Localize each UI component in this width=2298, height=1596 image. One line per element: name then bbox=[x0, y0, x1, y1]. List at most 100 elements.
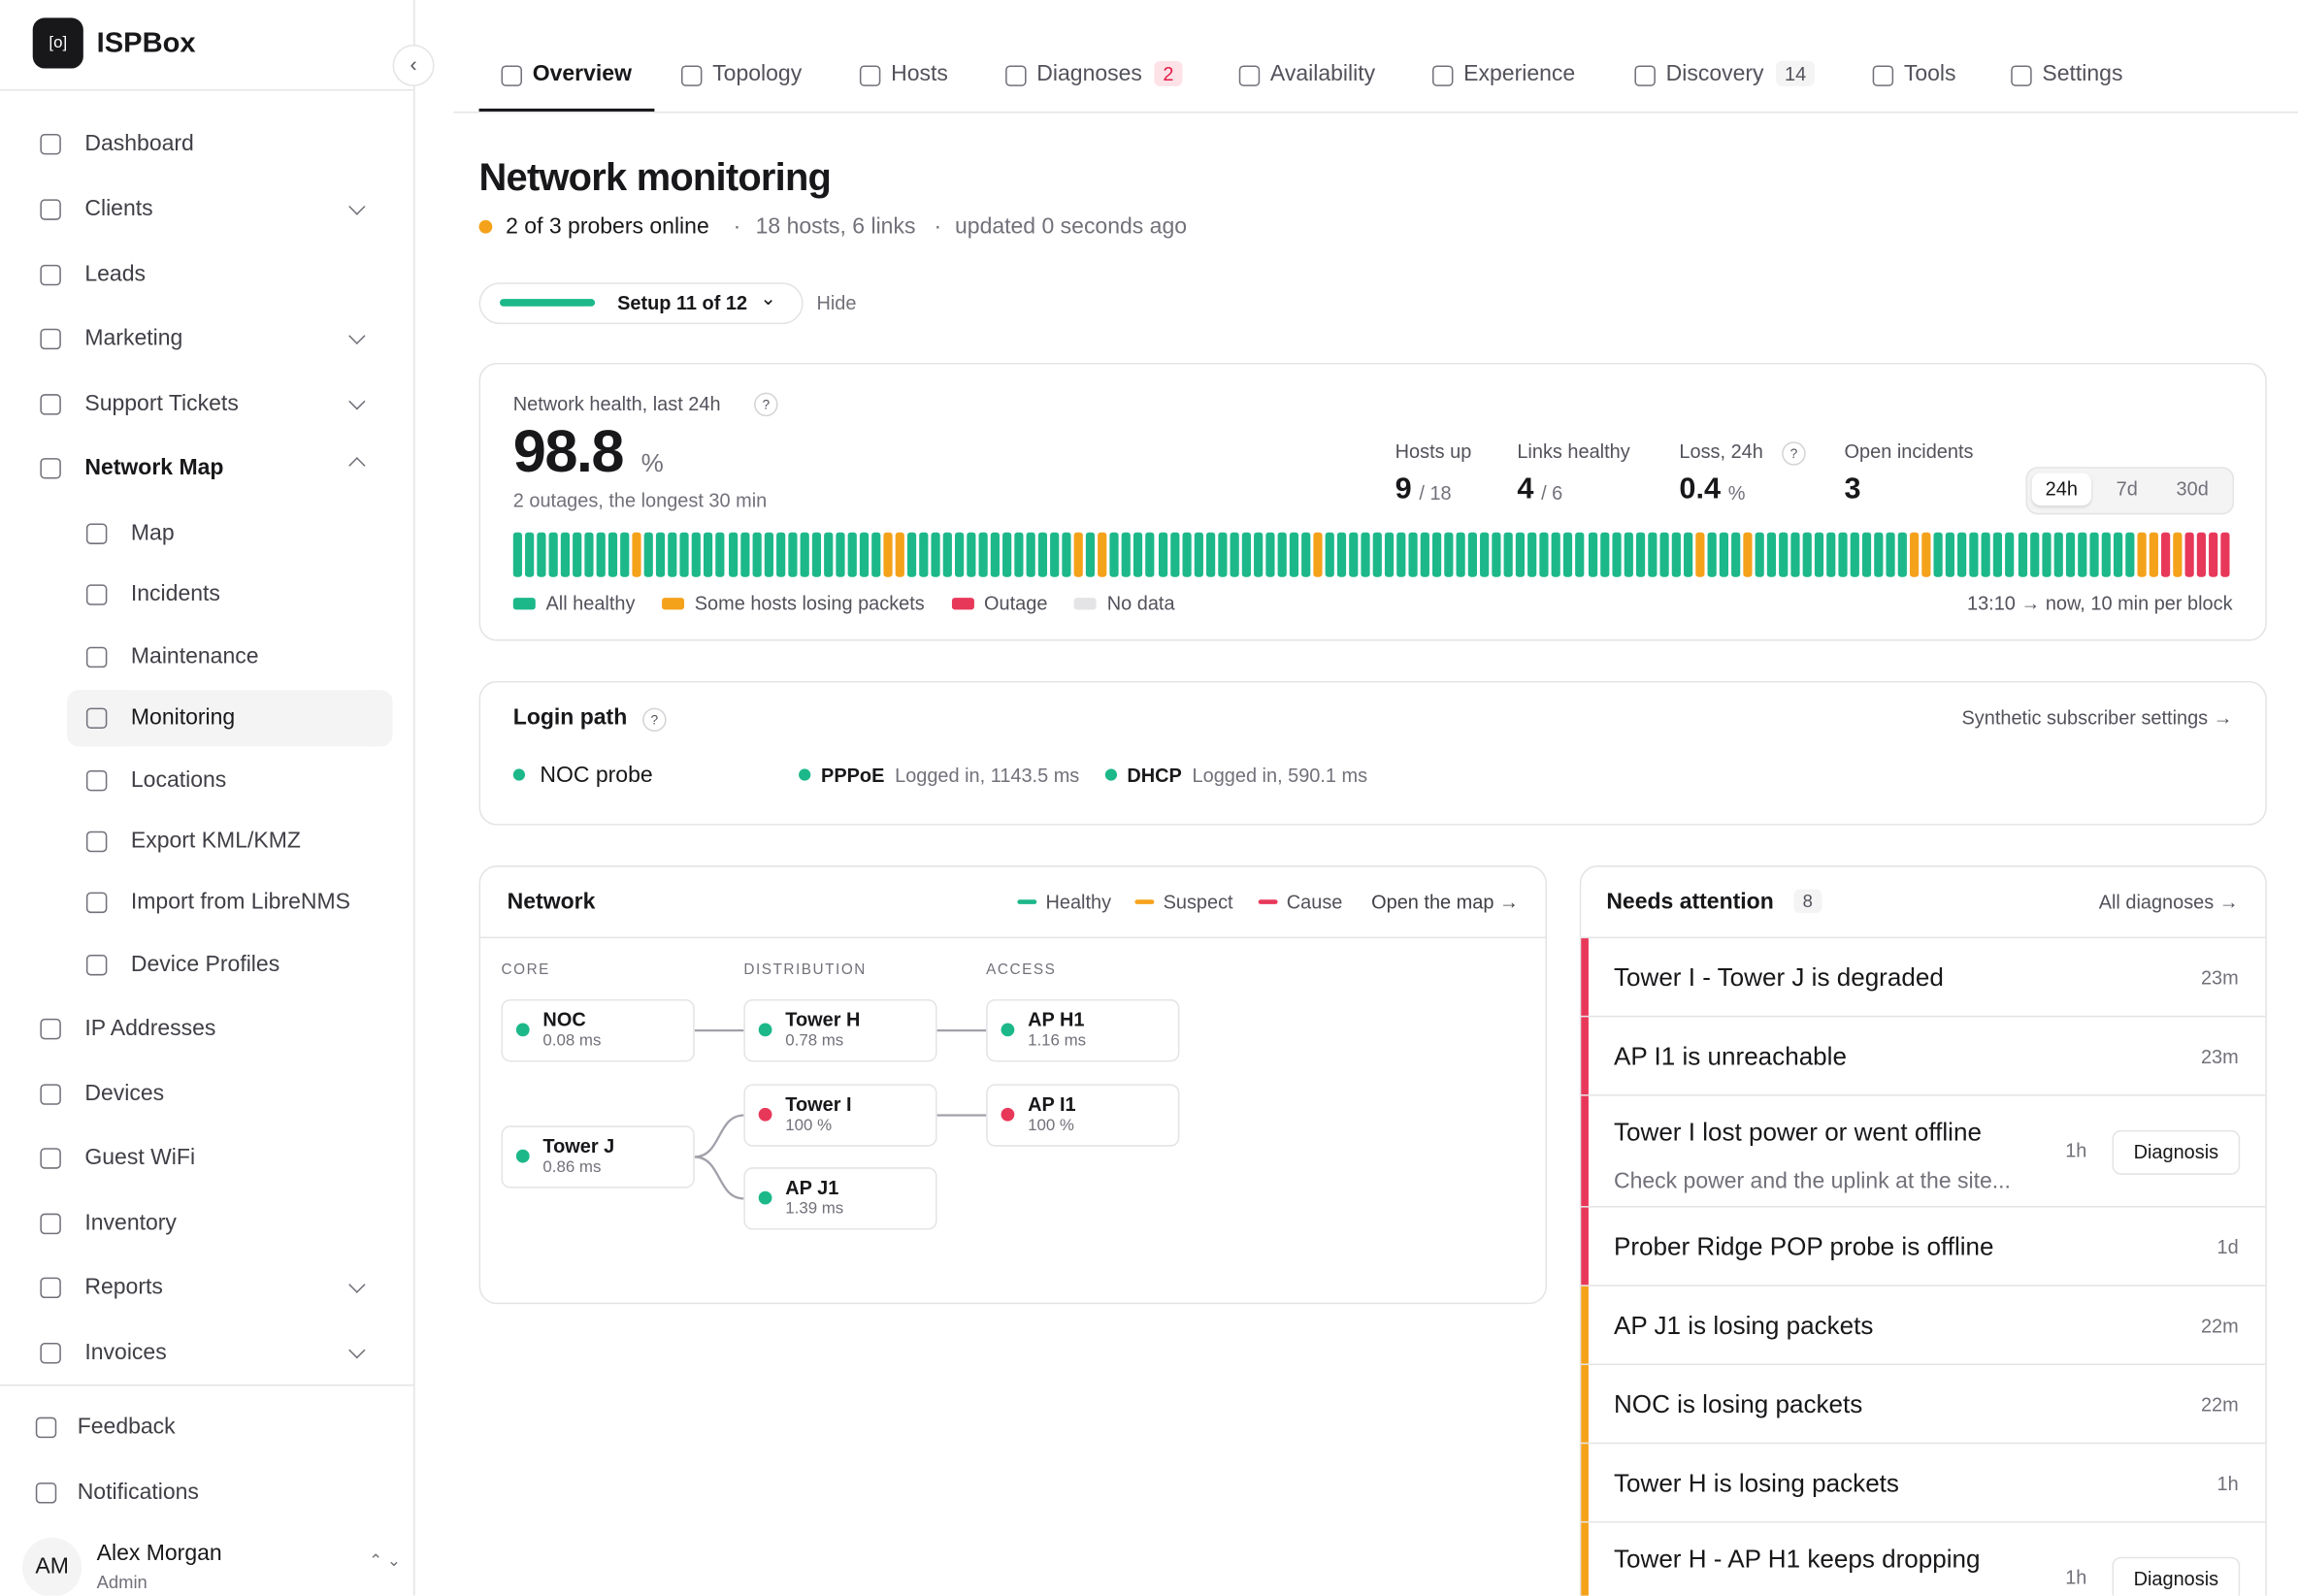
map-link[interactable]: Open the map → bbox=[1371, 891, 1519, 914]
health-block bbox=[537, 532, 546, 577]
nav-item[interactable]: Notifications bbox=[77, 1480, 199, 1506]
health-block bbox=[1874, 532, 1884, 577]
nav-item[interactable]: Invoices bbox=[84, 1339, 167, 1366]
nav-item[interactable]: Clients bbox=[84, 196, 153, 222]
diagnosis-button[interactable]: Diagnosis bbox=[2112, 1129, 2241, 1175]
health-block bbox=[584, 532, 594, 577]
attention-row[interactable] bbox=[1581, 1444, 2266, 1523]
health-block bbox=[1349, 532, 1359, 577]
attention-row[interactable] bbox=[1581, 1096, 2266, 1208]
nav-item[interactable]: Dashboard bbox=[84, 130, 194, 156]
nav-item[interactable]: Import from LibreNMS bbox=[130, 889, 351, 915]
icon bbox=[501, 65, 522, 86]
health-block bbox=[1969, 532, 1980, 577]
nav-item[interactable]: Network Map bbox=[84, 455, 224, 481]
nav-item[interactable]: Leads bbox=[84, 261, 147, 287]
node[interactable] bbox=[501, 1125, 695, 1189]
attention-age: 1h bbox=[2065, 1139, 2087, 1162]
tab[interactable]: Diagnoses bbox=[1036, 60, 1142, 86]
health-block bbox=[739, 532, 749, 577]
health-block bbox=[1253, 532, 1263, 577]
nav-item[interactable]: Incidents bbox=[130, 581, 220, 607]
nav-item[interactable]: Marketing bbox=[84, 325, 183, 351]
nav-item[interactable]: Maintenance bbox=[130, 643, 259, 669]
health-block bbox=[1325, 532, 1334, 577]
nav-item[interactable]: Export KML/KMZ bbox=[130, 828, 301, 854]
icon bbox=[85, 954, 108, 976]
tab[interactable]: Experience bbox=[1463, 60, 1576, 86]
range-button[interactable]: 30d bbox=[2176, 476, 2209, 500]
column-header: DISTRIBUTION bbox=[743, 961, 867, 979]
tab[interactable]: Availability bbox=[1269, 60, 1376, 86]
health-block bbox=[680, 532, 690, 577]
logo: [o] bbox=[32, 17, 83, 69]
nav-item[interactable]: Reports bbox=[84, 1274, 163, 1300]
node-metric: 0.86 ms bbox=[542, 1157, 602, 1177]
tab[interactable]: Hosts bbox=[891, 60, 948, 86]
health-block bbox=[1599, 532, 1609, 577]
legend-label: All healthy bbox=[545, 592, 636, 615]
node[interactable] bbox=[743, 998, 937, 1062]
health-block bbox=[823, 532, 833, 577]
attention-row[interactable] bbox=[1581, 1287, 2266, 1366]
nav-item[interactable]: Map bbox=[130, 520, 175, 546]
range-button[interactable]: 7d bbox=[2116, 476, 2138, 500]
node[interactable] bbox=[986, 1084, 1180, 1147]
stat-label: Hosts up bbox=[1395, 440, 1472, 463]
health-block bbox=[1241, 532, 1251, 577]
divider bbox=[0, 1384, 414, 1386]
node[interactable] bbox=[501, 998, 695, 1062]
node-name: AP J1 bbox=[785, 1176, 839, 1199]
icon bbox=[1634, 65, 1656, 86]
login-link[interactable]: Synthetic subscriber settings → bbox=[1961, 706, 2233, 730]
setup-pill[interactable] bbox=[478, 282, 804, 325]
health-block bbox=[1933, 532, 1944, 577]
tab-badge: 14 bbox=[1775, 60, 1816, 86]
node[interactable] bbox=[743, 1167, 937, 1230]
node[interactable] bbox=[986, 998, 1180, 1062]
health-block bbox=[525, 532, 535, 577]
attention-title: Tower I lost power or went offline bbox=[1613, 1118, 1982, 1147]
node-metric: 0.08 ms bbox=[542, 1031, 602, 1051]
health-block bbox=[704, 532, 713, 577]
nav-item[interactable]: Guest WiFi bbox=[84, 1145, 196, 1171]
nav-item[interactable]: Device Profiles bbox=[130, 951, 280, 977]
health-block bbox=[1444, 532, 1454, 577]
attention-title: Needs attention bbox=[1606, 889, 1774, 915]
dot bbox=[512, 768, 526, 781]
nav-item[interactable]: Feedback bbox=[77, 1414, 176, 1440]
attention-row[interactable] bbox=[1581, 1365, 2266, 1445]
nav-item[interactable]: Devices bbox=[84, 1081, 165, 1107]
diagnosis-button[interactable]: Diagnosis bbox=[2112, 1556, 2241, 1596]
attention-row[interactable] bbox=[1581, 938, 2266, 1018]
nav-item[interactable]: Support Tickets bbox=[84, 391, 239, 417]
health-block bbox=[990, 532, 1001, 577]
chevron: ⌄ bbox=[760, 286, 776, 309]
node[interactable] bbox=[743, 1084, 937, 1147]
health-block bbox=[1264, 532, 1275, 577]
attention-row[interactable] bbox=[1581, 1017, 2266, 1096]
attention-row[interactable] bbox=[1581, 1208, 2266, 1287]
health-block bbox=[2005, 532, 2016, 577]
hide-link[interactable]: Hide bbox=[816, 291, 857, 314]
all-link[interactable]: All diagnoses → bbox=[2098, 891, 2239, 914]
health-block bbox=[1611, 532, 1621, 577]
tab[interactable]: Topology bbox=[712, 60, 803, 86]
attention-age: 22m bbox=[2200, 1314, 2239, 1337]
health-block bbox=[2160, 532, 2170, 577]
nav-item[interactable]: Inventory bbox=[84, 1210, 177, 1236]
collapse-button[interactable]: ‹ bbox=[392, 44, 435, 86]
tab[interactable]: Discovery bbox=[1665, 60, 1764, 86]
tab[interactable]: Tools bbox=[1903, 60, 1956, 86]
range-button[interactable]: 24h bbox=[2031, 472, 2091, 506]
tab[interactable]: Overview bbox=[532, 60, 632, 86]
tab[interactable]: Settings bbox=[2042, 60, 2123, 86]
health-block bbox=[967, 532, 976, 577]
chevron: ⌃ ⌄ bbox=[369, 1552, 402, 1571]
nav-item[interactable]: IP Addresses bbox=[84, 1015, 216, 1041]
nav-item[interactable]: Monitoring bbox=[130, 704, 236, 731]
health-block bbox=[1014, 532, 1024, 577]
nav-item[interactable]: Locations bbox=[130, 766, 227, 793]
health-block bbox=[632, 532, 642, 577]
health-block bbox=[870, 532, 881, 577]
